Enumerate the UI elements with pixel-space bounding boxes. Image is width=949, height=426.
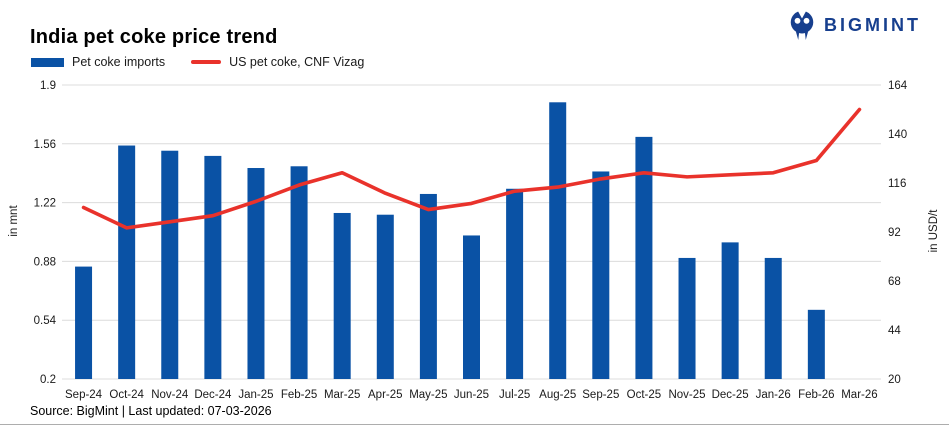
import-bar — [376, 214, 394, 379]
bigmint-logo: BIGMINT — [787, 9, 921, 41]
x-tick: May-25 — [409, 389, 447, 401]
import-bar — [118, 145, 136, 379]
legend-label: Pet coke imports — [72, 55, 166, 69]
price-line — [81, 107, 862, 230]
y-tick-left: 0.2 — [40, 374, 56, 386]
source-text: Source: BigMint | Last updated: 07-03-20… — [30, 404, 272, 418]
y-tick-left: 1.22 — [34, 198, 56, 210]
import-bar — [506, 188, 524, 379]
import-bar — [721, 242, 739, 379]
x-tick: Dec-24 — [194, 389, 232, 401]
bigmint-logo-icon — [790, 10, 814, 40]
import-bar — [333, 212, 351, 379]
import-bar — [247, 168, 265, 379]
page-title: India pet coke price trend — [30, 26, 278, 48]
y-tick-right: 20 — [888, 374, 901, 386]
import-bar — [635, 136, 653, 379]
y-tick-right: 140 — [888, 129, 907, 141]
x-tick: Jan-25 — [238, 389, 273, 401]
legend-item-imports: Pet coke imports — [31, 55, 165, 69]
legend-label: US pet coke, CNF Vizag — [229, 55, 365, 69]
import-bar — [592, 171, 610, 379]
x-tick: Oct-25 — [627, 389, 662, 401]
x-tick: Sep-24 — [65, 389, 103, 401]
y-axis-title-left: in mnt — [8, 205, 20, 237]
import-bar — [290, 166, 308, 379]
x-tick: Dec-25 — [712, 389, 749, 401]
y-tick-left: 1.56 — [34, 139, 56, 151]
x-tick: Aug-25 — [539, 389, 576, 401]
x-tick: Sep-25 — [582, 389, 619, 401]
import-bar — [678, 257, 696, 379]
y-tick-left: 0.54 — [34, 315, 57, 327]
x-tick: Oct-24 — [109, 389, 144, 401]
x-tick: Apr-25 — [368, 389, 403, 401]
line-series-swatch — [191, 60, 222, 64]
x-tick: Mar-25 — [324, 389, 360, 401]
import-bar — [204, 155, 222, 379]
bar-series-swatch — [31, 57, 64, 67]
y-tick-right: 92 — [888, 227, 901, 239]
y-tick-left: 0.88 — [34, 256, 56, 268]
x-tick: Mar-26 — [841, 389, 877, 401]
x-tick: Nov-24 — [151, 389, 189, 401]
x-tick: Nov-25 — [668, 389, 705, 401]
bigmint-logo-text: BIGMINT — [824, 14, 921, 35]
import-bar — [463, 235, 480, 379]
x-tick: Jul-25 — [499, 389, 530, 401]
y-tick-right: 164 — [888, 80, 908, 92]
x-tick: Jan-26 — [756, 389, 791, 401]
y-tick-right: 44 — [888, 325, 901, 337]
y-tick-right: 68 — [888, 276, 901, 288]
y-tick-right: 116 — [888, 178, 906, 190]
x-tick: Feb-26 — [798, 389, 834, 401]
x-tick: Feb-25 — [281, 389, 317, 401]
chart-legend: Pet coke imports US pet coke, CNF Vizag — [31, 55, 364, 69]
y-axis-title-right: in USD/t — [928, 209, 940, 253]
bottom-divider — [0, 424, 949, 425]
import-bar — [75, 266, 93, 379]
x-tick: Jun-25 — [454, 389, 489, 401]
import-bar — [161, 150, 179, 379]
legend-item-price: US pet coke, CNF Vizag — [191, 55, 364, 69]
y-tick-left: 1.9 — [40, 80, 56, 92]
import-bar — [764, 257, 782, 379]
import-bar — [807, 309, 825, 379]
import-bar — [549, 102, 567, 379]
import-bar — [419, 193, 437, 379]
